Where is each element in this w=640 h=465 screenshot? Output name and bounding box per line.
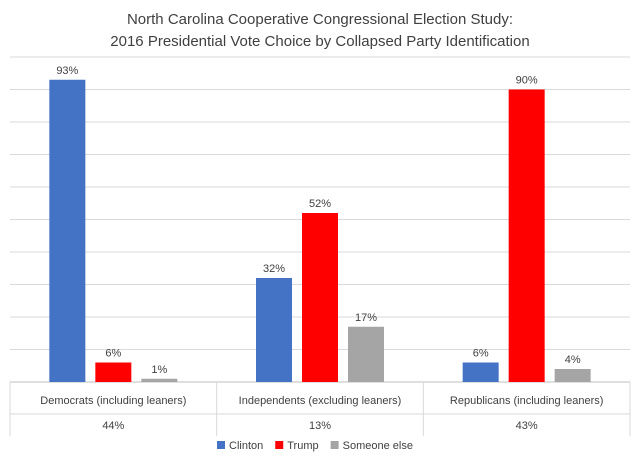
category-share: 13%	[309, 420, 331, 432]
category-label: Independents (excluding leaners)	[239, 395, 402, 407]
category-share: 44%	[102, 420, 124, 432]
data-label: 93%	[56, 65, 78, 77]
data-label: 1%	[151, 364, 167, 376]
data-label: 90%	[516, 75, 538, 87]
legend-swatch	[330, 441, 339, 449]
legend-label: Someone else	[343, 440, 413, 452]
category-table: Democrats (including leaners) 44% Independ…	[9, 382, 631, 436]
bar-clinton	[256, 278, 292, 382]
data-label: 32%	[263, 263, 285, 275]
chart-title-line-2: 2016 Presidential Vote Choice by Collaps…	[110, 33, 529, 50]
bar-someone-else	[554, 369, 591, 382]
bar-trump	[508, 89, 545, 382]
data-label: 4%	[565, 354, 581, 366]
bar-trump	[302, 213, 338, 382]
bar-trump	[95, 362, 132, 382]
data-label: 17%	[355, 312, 377, 324]
bar-someone-else	[348, 326, 384, 382]
legend-label: Trump	[287, 440, 318, 452]
category-share: 43%	[516, 420, 538, 432]
data-label: 52%	[309, 198, 331, 210]
legend: Clinton Trump Someone else	[217, 440, 413, 452]
bars: 93% 32% 6% 6% 52% 90% 1% 17% 4%	[49, 65, 591, 382]
bar-clinton	[49, 79, 86, 382]
bar-clinton	[462, 362, 499, 382]
legend-swatch	[275, 441, 284, 449]
data-label: 6%	[105, 348, 121, 360]
data-label: 6%	[473, 348, 489, 360]
category-label: Republicans (including leaners)	[450, 395, 603, 407]
legend-label: Clinton	[229, 440, 263, 452]
category-label: Democrats (including leaners)	[40, 395, 186, 407]
chart-title-line-1: North Carolina Cooperative Congressional…	[127, 11, 513, 28]
bar-someone-else	[141, 378, 178, 382]
legend-swatch	[217, 441, 225, 449]
